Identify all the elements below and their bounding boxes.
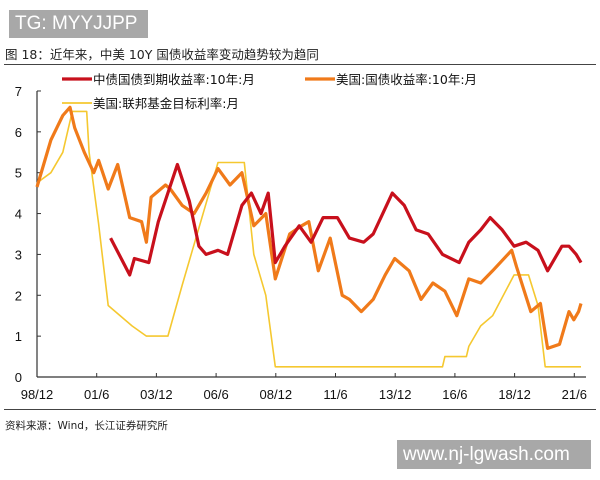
x-tick-label: 08/12 [260, 387, 293, 402]
x-tick-label: 98/12 [21, 387, 54, 402]
legend-label-1: 美国:国债收益率:10年:月 [336, 72, 477, 87]
source-note: 资料来源：Wind，长江证券研究所 [5, 420, 168, 432]
x-tick-label: 18/12 [498, 387, 531, 402]
y-tick-label: 1 [15, 329, 22, 344]
legend: 中债国债到期收益率:10年:月 美国:国债收益率:10年:月美国:联邦基金目标利率… [62, 72, 477, 111]
series-line-2 [36, 110, 581, 368]
x-tick-label: 21/6 [562, 387, 587, 402]
legend-label-2: 美国:联邦基金目标利率:月 [93, 96, 239, 111]
y-tick-label: 6 [15, 125, 22, 140]
x-tick-label: 01/6 [84, 387, 109, 402]
y-tick-label: 5 [15, 166, 22, 181]
y-tick-label: 4 [15, 207, 22, 222]
y-tick-label: 0 [15, 370, 22, 385]
source-rule [4, 409, 596, 410]
legend-label-0: 中债国债到期收益率:10年:月 [93, 72, 255, 87]
series-line-1 [35, 105, 583, 350]
axes: 0 1 2 3 4 5 6 7 98/12 01/6 03/12 06/6 08/12 11/6 13/12… [15, 84, 587, 402]
watermark-top: TG: MYYJJPP [9, 10, 148, 38]
x-tick-label: 16/6 [442, 387, 467, 402]
series-group [35, 105, 583, 368]
y-tick-label: 3 [15, 247, 22, 262]
x-tick-label: 03/12 [140, 387, 173, 402]
series-line-0 [109, 162, 583, 277]
watermark-bottom: www.nj-lgwash.com [397, 440, 591, 469]
y-tick-label: 7 [15, 84, 22, 99]
x-tick-label: 13/12 [379, 387, 412, 402]
y-tick-label: 2 [15, 288, 22, 303]
x-tick-label: 11/6 [323, 387, 347, 402]
figure-title: 图 18：近年来，中美 10Y 国债收益率变动趋势较为趋同 [5, 47, 319, 62]
title-rule [4, 64, 596, 65]
x-tick-label: 06/6 [203, 387, 228, 402]
